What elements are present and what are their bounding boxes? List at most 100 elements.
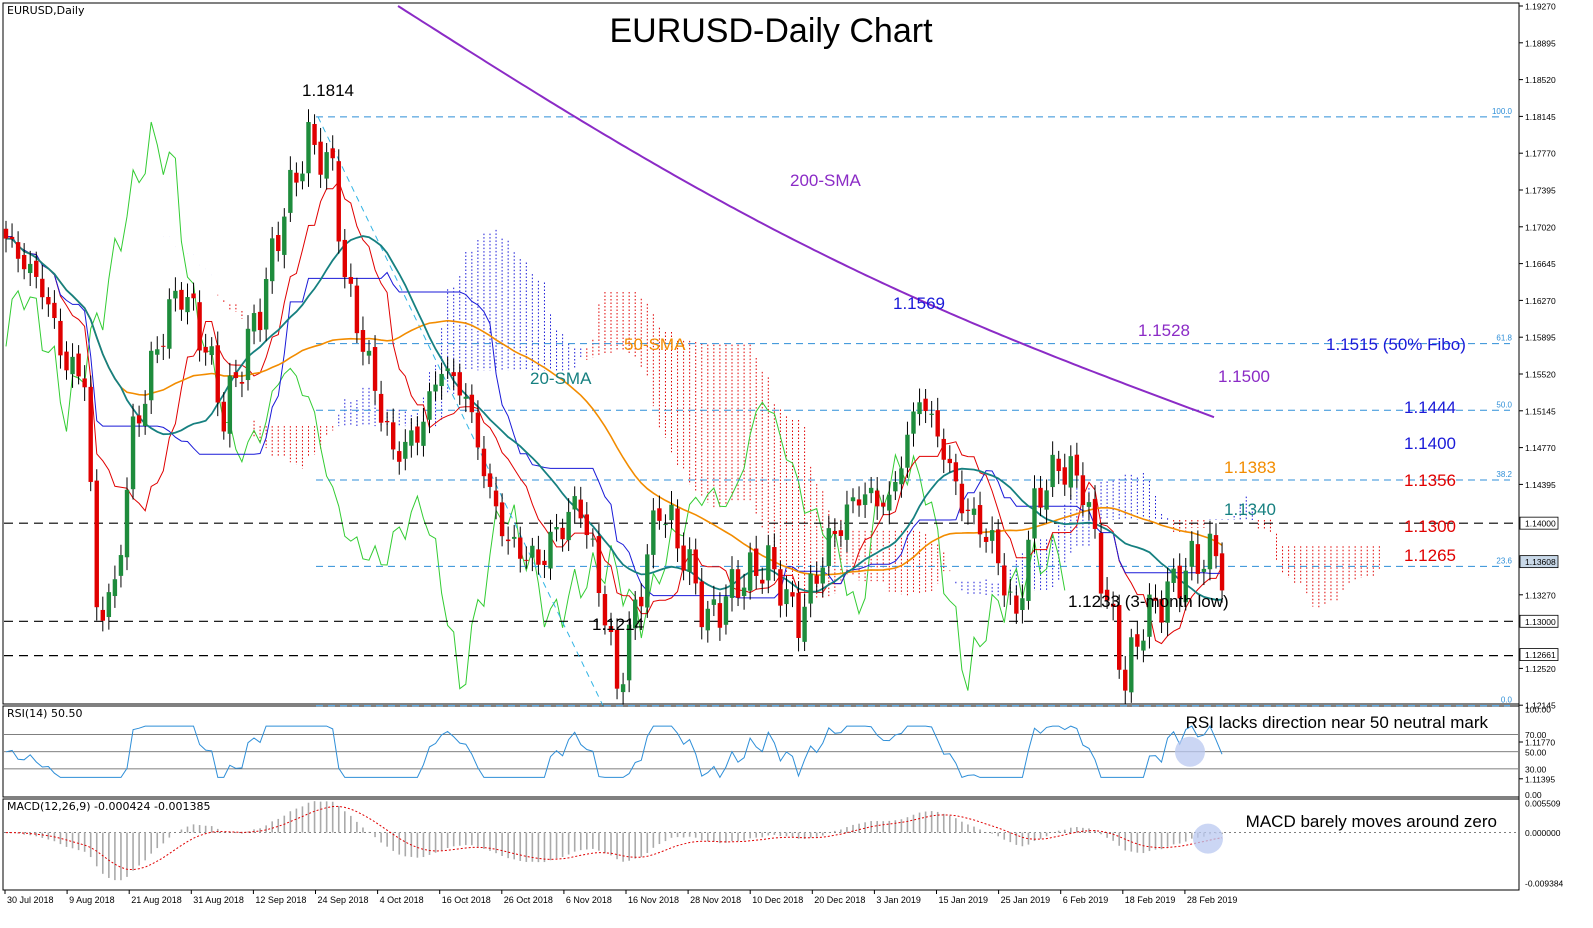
candle-bearish	[481, 448, 487, 477]
candle-bearish	[614, 629, 620, 689]
candle-bullish	[1201, 568, 1207, 572]
candle-bullish	[826, 528, 831, 567]
candle-bearish	[457, 372, 462, 396]
candle-bullish	[868, 487, 874, 494]
candle-bearish	[699, 581, 704, 628]
price-annotation: 1.1300	[1404, 517, 1456, 536]
candle-bullish	[1050, 454, 1055, 488]
candle-bearish	[657, 508, 662, 521]
price-tick-label: 1.16270	[1525, 296, 1556, 306]
candle-bearish	[1092, 498, 1098, 529]
candle-bullish	[270, 238, 275, 282]
candle-bearish	[233, 372, 239, 379]
price-annotation: 1.1233 (3-month low)	[1068, 592, 1229, 611]
candle-bullish	[633, 599, 638, 629]
candle-bearish	[584, 514, 589, 536]
price-tag-box	[1519, 648, 1559, 661]
price-annotation: 1.1515 (50% Fibo)	[1326, 335, 1466, 354]
candle-bullish	[741, 587, 747, 596]
candle-bullish	[1207, 533, 1213, 570]
candle-bearish	[15, 242, 21, 259]
candle-bullish	[705, 608, 710, 631]
candle-bullish	[669, 504, 674, 521]
chikou-span-line	[5, 121, 1066, 691]
candle-bearish	[814, 575, 819, 584]
candle-bearish	[294, 172, 299, 183]
sma-20-line	[5, 235, 1223, 601]
candle-bearish	[64, 351, 69, 371]
candle-bullish	[70, 356, 75, 375]
price-annotation: 1.1400	[1404, 434, 1456, 453]
price-annotation: 1.1265	[1404, 546, 1456, 565]
candle-bullish	[1020, 598, 1025, 610]
candle-bearish	[1159, 598, 1164, 623]
date-tick-label: 3 Jan 2019	[876, 895, 921, 905]
chart-title: EURUSD-Daily Chart	[609, 12, 933, 50]
candle-bullish	[209, 346, 214, 356]
rsi-highlight-circle	[1175, 736, 1205, 767]
date-tick-label: 24 Sep 2018	[318, 895, 369, 905]
fibo-level-label: 100.0	[1492, 107, 1513, 116]
candle-bullish	[554, 527, 559, 530]
candle-bullish	[118, 555, 124, 576]
candle-bearish	[875, 490, 880, 507]
candle-bullish	[905, 434, 910, 468]
candle-bearish	[760, 579, 765, 584]
candle-bullish	[288, 169, 293, 213]
main-chart-frame	[2, 2, 1520, 705]
candle-bearish	[221, 401, 226, 432]
candle-bullish	[1165, 581, 1170, 623]
candle-bearish	[1177, 565, 1182, 599]
price-tick-label: 1.14395	[1525, 480, 1556, 490]
candle-bullish	[929, 413, 934, 415]
macd-signal-line	[6, 805, 1223, 871]
candle-bullish	[366, 350, 372, 356]
candle-bullish	[439, 373, 444, 387]
price-tick-label: 1.19270	[1525, 2, 1556, 12]
candle-bearish	[21, 254, 27, 270]
candle-bullish	[850, 497, 856, 502]
candle-bearish	[360, 330, 366, 352]
sma-50-line	[5, 237, 1223, 576]
candle-bullish	[808, 573, 813, 604]
candle-bearish	[681, 545, 686, 571]
candle-bearish	[675, 508, 680, 549]
candle-bearish	[197, 302, 202, 351]
date-tick-label: 25 Jan 2019	[1001, 895, 1051, 905]
candle-bullish	[1026, 539, 1031, 601]
candle-bearish	[1135, 634, 1140, 647]
candle-bearish	[941, 438, 946, 460]
candle-bullish	[409, 430, 414, 446]
candle-bearish	[832, 530, 838, 534]
candle-bearish	[493, 490, 499, 507]
fibo-trend-line	[317, 116, 604, 706]
price-tick-label: 1.17395	[1525, 186, 1556, 196]
date-tick-label: 6 Nov 2018	[566, 895, 612, 905]
candle-bearish	[542, 560, 547, 566]
candle-bearish	[191, 293, 196, 299]
candle-bullish	[729, 569, 735, 598]
candle-bullish	[911, 411, 916, 434]
price-tick-label: 1.15520	[1525, 370, 1556, 380]
candle-bearish	[179, 289, 184, 310]
price-annotation: 50-SMA	[624, 335, 686, 354]
price-tick-label: 1.11770	[1525, 738, 1555, 748]
candle-bearish	[947, 458, 952, 464]
candle-bullish	[1032, 488, 1037, 539]
candle-bearish	[397, 451, 402, 462]
candle-bullish	[1129, 637, 1134, 693]
candle-bearish	[505, 539, 511, 542]
candle-bearish	[518, 537, 523, 559]
candle-bullish	[1008, 591, 1013, 593]
kijun-sen-line	[6, 236, 1222, 599]
price-tick-label: 1.12145	[1525, 701, 1556, 711]
candle-bearish	[959, 483, 965, 514]
candle-bearish	[953, 462, 959, 482]
price-tick-label: 1.13000	[1525, 617, 1556, 627]
candle-bullish	[820, 567, 825, 584]
fibo-level-label: 23.6	[1496, 556, 1512, 565]
candle-bullish	[112, 579, 118, 597]
candle-bullish	[711, 599, 717, 605]
candle-bullish	[620, 684, 626, 693]
candle-bullish	[433, 384, 438, 392]
